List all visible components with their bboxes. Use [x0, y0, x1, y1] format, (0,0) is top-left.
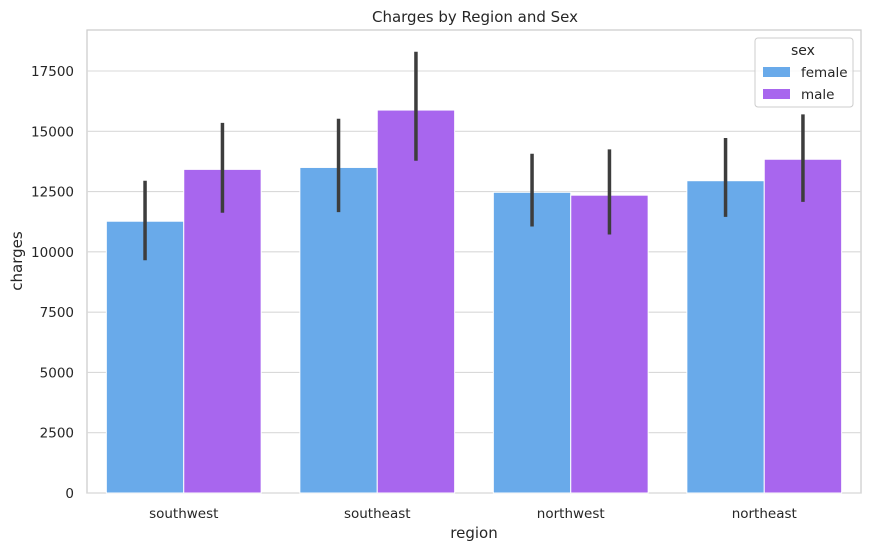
legend: sex female male: [754, 37, 854, 108]
legend-swatch-female: [763, 67, 790, 77]
y-tick-labels: 0 2500 5000 7500 10000 12500 15000 17500: [31, 64, 74, 502]
bar-female-northeast: [686, 180, 765, 494]
x-tick-label: northwest: [537, 506, 605, 522]
x-tick-labels: southwest southeast northwest northeast: [149, 506, 797, 522]
bar-female-southeast: [299, 166, 378, 494]
bar-female-southwest: [105, 220, 185, 494]
y-tick-label: 7500: [40, 305, 74, 321]
y-tick-label: 10000: [31, 245, 74, 261]
y-tick-label: 2500: [40, 426, 74, 442]
chart-title: Charges by Region and Sex: [372, 8, 578, 26]
x-tick-label: southwest: [149, 506, 218, 522]
bar-female-northwest: [492, 191, 572, 494]
y-tick-label: 17500: [31, 64, 74, 80]
y-tick-label: 12500: [31, 185, 74, 201]
bar-male-northeast: [763, 158, 843, 494]
y-tick-label: 5000: [40, 365, 74, 381]
y-tick-label: 15000: [31, 124, 74, 140]
y-axis-label: charges: [8, 231, 26, 291]
legend-swatch-male: [763, 89, 790, 99]
x-axis-label: region: [450, 524, 497, 542]
bars: [105, 109, 843, 494]
bar-male-southwest: [183, 168, 262, 494]
y-tick-label: 0: [65, 486, 74, 502]
x-tick-label: northeast: [732, 506, 797, 522]
error-bars: [143, 51, 805, 261]
legend-title: sex: [791, 43, 815, 59]
legend-items: female male: [763, 65, 848, 103]
x-tick-label: southeast: [344, 506, 411, 522]
bar-male-northwest: [570, 194, 649, 494]
legend-label-female: female: [801, 65, 848, 81]
legend-label-male: male: [801, 87, 834, 103]
bar-male-southeast: [376, 109, 456, 494]
